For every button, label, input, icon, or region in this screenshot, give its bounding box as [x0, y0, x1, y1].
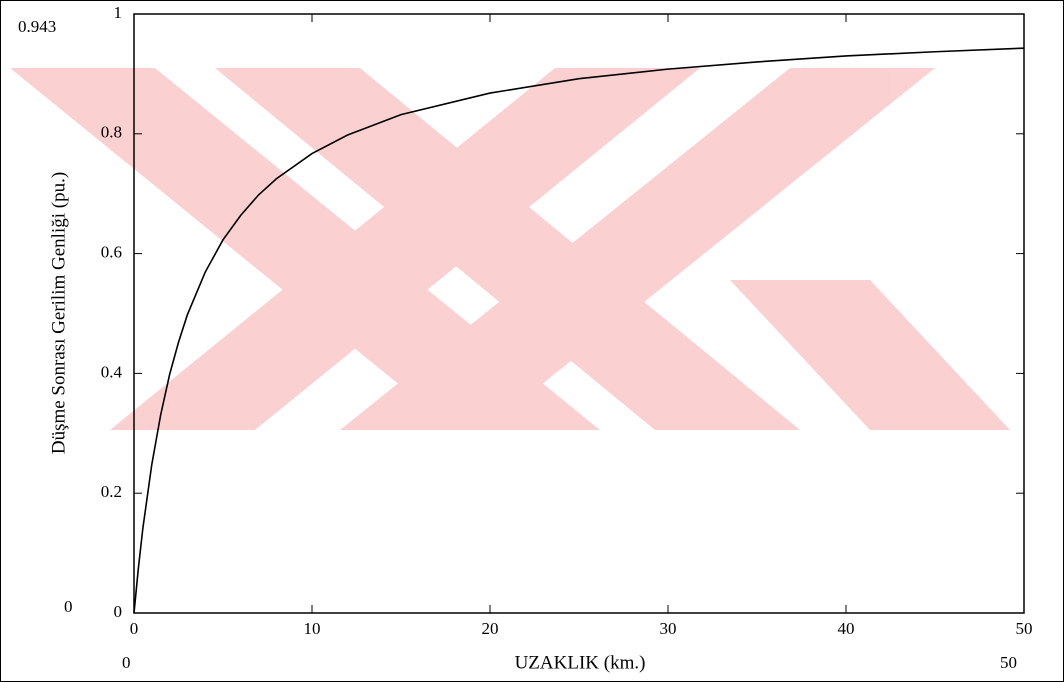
y-axis-label: Düşme Sonrası Gerilim Genliği (pu.) — [48, 172, 69, 454]
y-tick-label: 0.2 — [101, 482, 122, 501]
x-tick-label: 20 — [482, 619, 499, 638]
line — [133, 47, 1025, 614]
y-tick-label: 0.6 — [101, 243, 122, 262]
y-tick-label: 0.4 — [101, 362, 123, 381]
y-tick-label: 0 — [114, 602, 123, 621]
x-lower-marker: 0 — [122, 653, 131, 672]
x-tick-label: 40 — [838, 619, 855, 638]
x-tick-label: 0 — [130, 619, 139, 638]
x-upper-marker: 50 — [1000, 653, 1017, 672]
y-tick-label: 1 — [114, 3, 123, 22]
x-tick-label: 10 — [304, 619, 321, 638]
x-tick-label: 30 — [660, 619, 677, 638]
plot-frame — [133, 13, 1025, 614]
x-axis-label: UZAKLIK (km.) — [515, 652, 646, 673]
y-tick-label: 0.8 — [101, 123, 122, 142]
y-upper-marker: 0.943 — [18, 17, 56, 36]
x-tick-label: 50 — [1016, 619, 1033, 638]
watermark — [10, 68, 1010, 430]
y-lower-marker: 0 — [64, 597, 73, 616]
